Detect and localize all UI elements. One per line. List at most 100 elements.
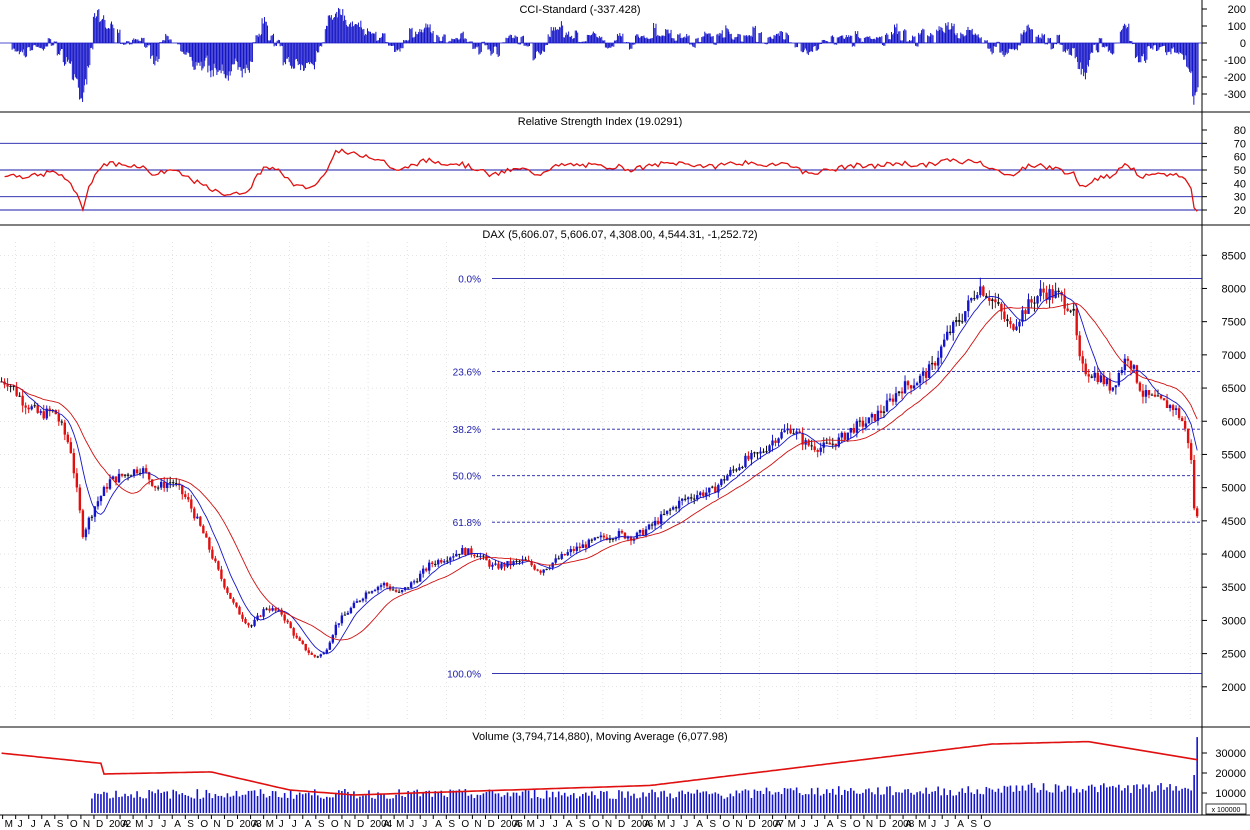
price-candle-body (509, 561, 512, 565)
price-candle-body (172, 482, 175, 484)
price-candle-body (903, 381, 907, 394)
price-candle-body (617, 530, 621, 538)
price-candle-body (542, 569, 545, 573)
x-axis-label: S (840, 819, 847, 830)
x-axis-label: A (514, 819, 521, 830)
price-candle-body (1099, 375, 1102, 383)
price-candle-body (253, 619, 256, 626)
price-candle-body (1096, 372, 1099, 383)
price-candle-body (367, 592, 371, 594)
price-candle-body (807, 440, 810, 446)
price-candle-body (915, 383, 919, 386)
price-candle-body (720, 479, 723, 486)
price-candle-body (997, 302, 1000, 304)
price-candle-body (247, 623, 250, 626)
x-axis-label: S (709, 819, 716, 830)
price-candle-body (379, 585, 383, 587)
price-candle-body (581, 544, 584, 549)
price-candle-body (741, 467, 744, 469)
x-axis-label: D (357, 819, 364, 830)
price-candle-body (879, 410, 883, 413)
x-axis-label: A (253, 819, 260, 830)
price-candle-body (1186, 428, 1190, 444)
price-candle-body (723, 479, 726, 481)
price-candle-body (792, 433, 795, 435)
x-axis-label: M (918, 819, 926, 830)
price-candle-body (735, 469, 738, 471)
price-candle-body (726, 475, 729, 481)
price-candle-body (909, 385, 913, 389)
price-candle-body (322, 652, 326, 655)
x-axis-label: N (344, 819, 351, 830)
x-axis-label: J (279, 819, 284, 830)
price-candle-body (557, 558, 560, 560)
price-candle-body (1018, 321, 1021, 327)
x-axis-label: 2008 (892, 819, 915, 830)
price-candle-body (599, 535, 603, 538)
price-candle-body (750, 452, 753, 460)
price-candle-body (560, 553, 563, 559)
price-candle-body (590, 539, 594, 541)
price-candle-body (1126, 358, 1130, 361)
x-axis-label: O (70, 819, 78, 830)
price-candle-body (885, 400, 889, 412)
price-candle-body (876, 410, 880, 421)
volume-axis-tick-label: 20000 (1215, 768, 1246, 780)
price-candle-body (816, 449, 819, 452)
price-candle-body (1078, 335, 1081, 357)
price-candle-body (150, 479, 154, 486)
price-candle-body (1168, 405, 1172, 409)
cci-axis-tick-label: 200 (1228, 4, 1246, 16)
price-candle-body (313, 654, 316, 657)
price-candle-body (9, 386, 12, 388)
x-axis-label: O (331, 819, 339, 830)
cci-axis-tick-label: 100 (1228, 21, 1246, 33)
price-candle-body (970, 298, 973, 301)
price-candle-body (973, 298, 976, 300)
x-axis-label: S (970, 819, 977, 830)
price-candle-body (786, 428, 789, 431)
price-candle-body (358, 600, 362, 602)
price-candle-body (566, 552, 569, 556)
x-axis-label: J (944, 819, 949, 830)
x-axis-label: D (748, 819, 755, 830)
price-candle-body (852, 427, 856, 433)
price-candle-body (961, 321, 964, 323)
price-candle-body (190, 499, 193, 509)
price-candle-body (337, 623, 341, 625)
price-candle-body (343, 614, 347, 616)
price-candle-body (683, 498, 687, 500)
price-candle-body (217, 561, 220, 570)
fibonacci-level-label: 61.8% (453, 518, 481, 529)
price-candle-body (777, 438, 780, 443)
price-candle-body (1195, 508, 1199, 517)
price-candle-body (259, 615, 262, 617)
price-candle-body (99, 495, 103, 502)
price-candle-body (843, 432, 847, 440)
price-candle-body (753, 452, 756, 454)
rsi-line (4, 148, 1198, 213)
price-candle-body (482, 555, 485, 557)
price-candle-body (147, 472, 151, 480)
price-candle-body (289, 622, 292, 629)
price-candle-body (979, 286, 982, 296)
price-candle-body (1063, 295, 1066, 309)
price-candle-body (144, 468, 148, 473)
x-axis-label: J (814, 819, 819, 830)
price-candle-body (434, 563, 437, 565)
volume-title: Volume (3,794,714,880), Moving Average (… (472, 731, 727, 743)
price-axis-tick-label: 7500 (1222, 317, 1246, 329)
price-candle-body (223, 579, 226, 588)
x-axis-label: J (161, 819, 166, 830)
price-candle-body (102, 486, 106, 496)
price-candle-body (355, 601, 359, 603)
price-candle-body (1129, 360, 1133, 369)
x-axis-label: 2002 (109, 819, 132, 830)
price-candle-body (36, 405, 39, 413)
price-candle-body (500, 563, 503, 569)
price-candle-body (220, 569, 223, 580)
price-candle-body (382, 582, 386, 586)
price-candle-body (819, 447, 822, 452)
fibonacci-level-label: 50.0% (453, 472, 481, 483)
